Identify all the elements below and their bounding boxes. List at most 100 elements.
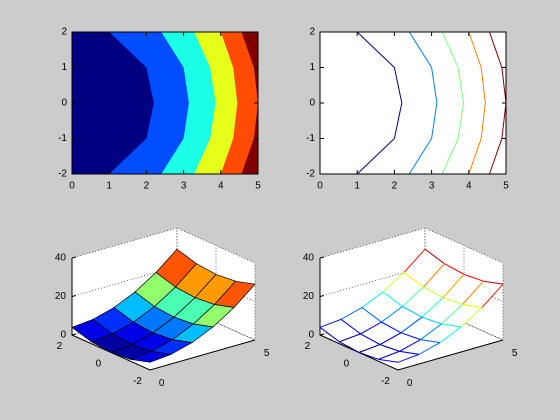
mesh-patch	[339, 333, 380, 353]
mesh-patch	[399, 339, 440, 355]
x-tick-label: 3	[181, 181, 187, 192]
mesh-line	[382, 291, 403, 307]
mesh-line	[403, 248, 426, 273]
x-tick-label: 4	[218, 181, 224, 192]
mesh-patch	[443, 274, 484, 305]
mesh-line	[462, 280, 484, 305]
mesh-patch	[378, 351, 419, 363]
x-tick-label: 5	[503, 181, 509, 192]
y-tick-label: 2	[305, 341, 311, 352]
mesh-patch	[381, 306, 422, 333]
y-tick-label: -1	[58, 133, 67, 144]
grid-line	[71, 266, 256, 302]
mesh-line	[400, 332, 421, 341]
x-tick-label: 1	[354, 181, 360, 192]
y-tick-label: 0	[344, 359, 350, 370]
x-tick-label: 5	[512, 348, 518, 359]
mesh-line	[378, 358, 399, 363]
mesh-line	[444, 263, 465, 275]
y-tick-label: -2	[306, 169, 315, 180]
y-tick-label: -1	[306, 133, 315, 144]
mesh-line	[421, 316, 442, 325]
mesh-line	[381, 306, 403, 323]
z-tick-label: 0	[308, 330, 314, 341]
z-tick	[319, 295, 325, 297]
mesh-line	[382, 272, 405, 293]
mesh-line	[339, 333, 361, 343]
mesh-line	[441, 304, 463, 325]
z-tick-label: 20	[55, 291, 67, 302]
y-tick-label: 1	[309, 62, 315, 73]
x-tick-label: 0	[159, 378, 165, 389]
mesh-line	[360, 321, 382, 335]
mesh-patch	[404, 249, 445, 288]
mesh-line	[397, 353, 420, 363]
x-tick-label: 2	[144, 181, 150, 192]
mesh-line	[423, 286, 444, 299]
mesh-patch	[423, 263, 464, 298]
z-tick-label: 20	[303, 291, 315, 302]
mesh-line	[400, 316, 423, 334]
axes-background	[320, 32, 506, 174]
z-tick-label: 40	[55, 253, 67, 264]
mesh-line	[481, 283, 504, 308]
mesh-line	[403, 272, 424, 288]
mesh-line	[340, 307, 363, 320]
mesh-line	[418, 342, 441, 355]
mesh-line	[441, 323, 462, 328]
x-tick-label: 5	[264, 348, 270, 359]
mesh-patch	[401, 317, 442, 340]
mesh-line	[360, 333, 381, 346]
contour-band	[241, 32, 258, 174]
y-tick-label: 0	[309, 98, 315, 109]
mesh-line	[424, 248, 445, 265]
contour-line	[408, 31, 438, 175]
z-tick	[71, 295, 77, 297]
surface-patch	[129, 351, 173, 363]
z-tick	[319, 256, 325, 259]
y-tick-label: 2	[309, 27, 315, 38]
mesh-line	[462, 304, 483, 308]
mesh-line	[442, 274, 465, 299]
x-tick-label: 1	[106, 181, 112, 192]
mesh-line	[358, 352, 379, 360]
x-tick-label: 4	[466, 181, 472, 192]
grid-line	[319, 227, 504, 264]
mesh-line	[442, 297, 463, 305]
x-tick-label: 0	[407, 378, 413, 389]
x-tick-label: 3	[429, 181, 435, 192]
grid-line	[319, 266, 504, 302]
y-tick-label: 1	[61, 62, 67, 73]
mesh-line	[378, 350, 400, 360]
mesh-patch	[320, 319, 361, 342]
mesh-patch	[402, 287, 443, 318]
mesh-line	[460, 307, 483, 328]
mesh-line	[319, 318, 342, 328]
mesh-line	[402, 286, 424, 307]
y-tick-label: 0	[61, 98, 67, 109]
mesh-line	[402, 306, 423, 318]
x-tick-label: 0	[317, 181, 323, 192]
mesh-line	[483, 280, 504, 285]
y-tick-label: -2	[381, 376, 390, 387]
mesh-line	[361, 291, 384, 309]
x-tick-label: 5	[255, 181, 261, 192]
z-tick	[71, 333, 77, 336]
mesh-line	[399, 350, 420, 355]
mesh-line	[420, 323, 442, 341]
mesh-line	[379, 344, 400, 352]
mesh-line	[361, 307, 382, 323]
mesh-line	[439, 326, 462, 344]
mesh-line	[358, 344, 381, 353]
mesh-line	[381, 321, 402, 334]
mesh-patch	[462, 281, 503, 308]
mesh-line	[379, 332, 402, 346]
contour-line	[441, 31, 464, 175]
mesh-patch	[420, 324, 461, 343]
z-tick-label: 40	[303, 253, 315, 264]
y-tick-label: 0	[96, 359, 102, 370]
mesh-patch	[422, 297, 463, 324]
mesh-line	[339, 341, 360, 353]
y-tick-label: 2	[61, 27, 67, 38]
